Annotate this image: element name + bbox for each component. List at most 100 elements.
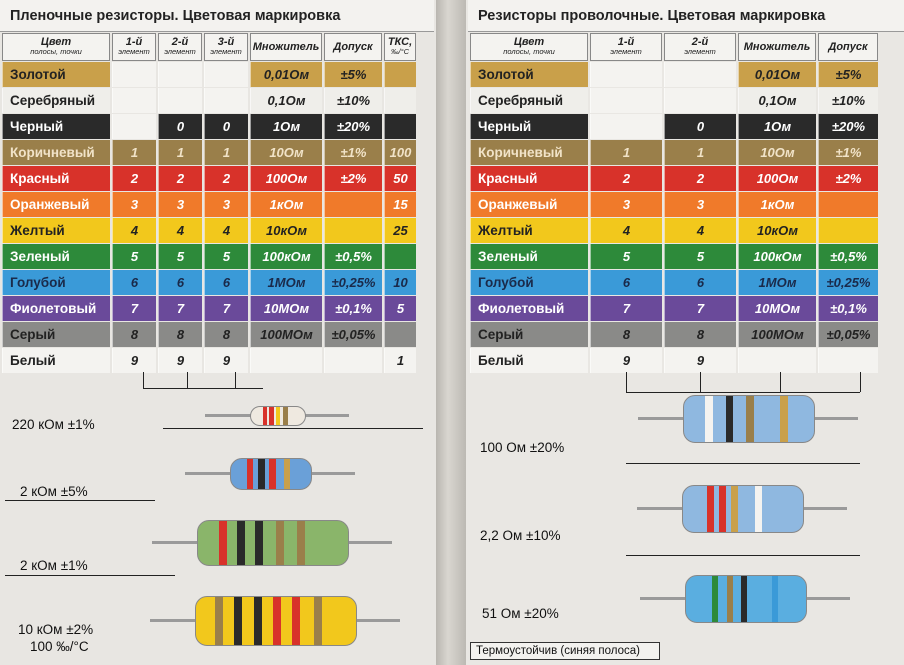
leader-l4-h bbox=[5, 575, 175, 576]
left-header-0: Цвет полосы, точки bbox=[2, 33, 110, 61]
left-cell-gold-c1 bbox=[112, 62, 156, 87]
right-cell-white-mult bbox=[738, 348, 816, 373]
right-cell-red-tol: ±2% bbox=[818, 166, 878, 191]
right-cell-black-c1 bbox=[590, 114, 662, 139]
left-cell-silver-tol: ±10% bbox=[324, 88, 382, 113]
header-main: Цвет bbox=[40, 36, 72, 48]
left-cell-violet-c2: 7 bbox=[158, 296, 202, 321]
left-cell-gold-mult: 0,01Ом bbox=[250, 62, 322, 87]
right-cell-gray-tol: ±0,05% bbox=[818, 322, 878, 347]
right-cell-violet-c1: 7 bbox=[590, 296, 662, 321]
left-cell-brown-c1: 1 bbox=[112, 140, 156, 165]
right-cell-brown-name: Коричневый bbox=[470, 140, 588, 165]
right-cell-yellow-name: Желтый bbox=[470, 218, 588, 243]
left-cell-white-c3: 9 bbox=[204, 348, 248, 373]
left-cell-red-tks: 50 bbox=[384, 166, 416, 191]
right-cell-black-tol: ±20% bbox=[818, 114, 878, 139]
right-cell-yellow-tol bbox=[818, 218, 878, 243]
left-cell-orange-tol bbox=[324, 192, 382, 217]
res-220k-band-3 bbox=[283, 407, 288, 425]
right-cell-yellow-c2: 4 bbox=[664, 218, 736, 243]
right-cell-gold-name: Золотой bbox=[470, 62, 588, 87]
left-cell-yellow-name: Желтый bbox=[2, 218, 110, 243]
right-cell-gray-mult: 100МОм bbox=[738, 322, 816, 347]
header-main: Множитель bbox=[743, 41, 811, 53]
left-cell-green-c3: 5 bbox=[204, 244, 248, 269]
res-2k5-band-0 bbox=[247, 459, 254, 489]
res-51ohm-band-0 bbox=[712, 576, 719, 622]
res-10k-band-0 bbox=[215, 597, 224, 645]
left-cell-white-tol bbox=[324, 348, 382, 373]
right-cell-violet-mult: 10МОм bbox=[738, 296, 816, 321]
left-cell-black-mult: 1Ом bbox=[250, 114, 322, 139]
res-2-2ohm-band-1 bbox=[719, 486, 727, 532]
right-cell-blue-c1: 6 bbox=[590, 270, 662, 295]
left-cell-white-name: Белый bbox=[2, 348, 110, 373]
left-cell-blue-c2: 6 bbox=[158, 270, 202, 295]
book-spine bbox=[436, 0, 466, 665]
res-10k-body bbox=[195, 596, 357, 646]
res-2k5-band-1 bbox=[258, 459, 265, 489]
right-cell-blue-name: Голубой bbox=[470, 270, 588, 295]
right-cell-blue-c2: 6 bbox=[664, 270, 736, 295]
left-cell-blue-c1: 6 bbox=[112, 270, 156, 295]
right-cell-orange-name: Оранжевый bbox=[470, 192, 588, 217]
header-main: Цвет bbox=[513, 36, 545, 48]
header-main: 3-й bbox=[217, 36, 235, 48]
res-100ohm-band-0 bbox=[704, 396, 713, 442]
res-220k-band-0 bbox=[262, 407, 268, 425]
left-cell-green-tol: ±0,5% bbox=[324, 244, 382, 269]
left-header-3: 3-й элемент bbox=[204, 33, 248, 61]
left-cell-brown-mult: 10Ом bbox=[250, 140, 322, 165]
left-cell-silver-c1 bbox=[112, 88, 156, 113]
left-cell-blue-c3: 6 bbox=[204, 270, 248, 295]
right-header-0: Цвет полосы, точки bbox=[470, 33, 588, 61]
left-cell-blue-tks: 10 bbox=[384, 270, 416, 295]
header-sub: элемент bbox=[610, 47, 642, 56]
right-cell-red-c2: 2 bbox=[664, 166, 736, 191]
right-cell-brown-c2: 1 bbox=[664, 140, 736, 165]
right-cell-gray-name: Серый bbox=[470, 322, 588, 347]
left-page-title: Пленочные резисторы. Цветовая маркировка bbox=[0, 0, 434, 32]
left-cell-red-tol: ±2% bbox=[324, 166, 382, 191]
left-cell-gold-tks bbox=[384, 62, 416, 87]
left-cell-gray-tol: ±0,05% bbox=[324, 322, 382, 347]
header-main: Допуск bbox=[828, 41, 868, 53]
example-label-51ohm: 51 Ом ±20% bbox=[482, 606, 559, 621]
res-51ohm-band-2 bbox=[741, 576, 748, 622]
right-header-2: 2-й элемент bbox=[664, 33, 736, 61]
left-cell-violet-mult: 10МОм bbox=[250, 296, 322, 321]
right-cell-blue-tol: ±0,25% bbox=[818, 270, 878, 295]
right-cell-orange-c1: 3 bbox=[590, 192, 662, 217]
right-cell-green-name: Зеленый bbox=[470, 244, 588, 269]
res-2k1-band-4 bbox=[297, 521, 305, 565]
right-cell-white-name: Белый bbox=[470, 348, 588, 373]
leader-l3-h bbox=[5, 500, 155, 501]
right-cell-yellow-c1: 4 bbox=[590, 218, 662, 243]
left-cell-gray-c1: 8 bbox=[112, 322, 156, 347]
right-cell-violet-tol: ±0,1% bbox=[818, 296, 878, 321]
left-cell-green-tks bbox=[384, 244, 416, 269]
right-cell-black-c2: 0 bbox=[664, 114, 736, 139]
res-51ohm-band-1 bbox=[726, 576, 733, 622]
left-cell-silver-c2 bbox=[158, 88, 202, 113]
left-cell-violet-c1: 7 bbox=[112, 296, 156, 321]
leader-r3-h bbox=[626, 555, 860, 556]
left-cell-orange-c2: 3 bbox=[158, 192, 202, 217]
left-cell-silver-tks bbox=[384, 88, 416, 113]
right-cell-orange-mult: 1кОм bbox=[738, 192, 816, 217]
leader-r1-3 bbox=[860, 372, 861, 392]
right-cell-gold-c2 bbox=[664, 62, 736, 87]
header-sub: элемент bbox=[684, 47, 716, 56]
right-header-1: 1-й элемент bbox=[590, 33, 662, 61]
right-cell-black-mult: 1Ом bbox=[738, 114, 816, 139]
left-cell-white-c2: 9 bbox=[158, 348, 202, 373]
right-cell-gray-c2: 8 bbox=[664, 322, 736, 347]
left-cell-red-c1: 2 bbox=[112, 166, 156, 191]
example-label-2k-5: 2 кОм ±5% bbox=[20, 484, 88, 499]
res-51ohm-body bbox=[685, 575, 807, 623]
right-header-3: Множитель bbox=[738, 33, 816, 61]
leader-r1-1 bbox=[700, 372, 701, 392]
res-2k5-band-3 bbox=[283, 459, 291, 489]
right-cell-green-tol: ±0,5% bbox=[818, 244, 878, 269]
